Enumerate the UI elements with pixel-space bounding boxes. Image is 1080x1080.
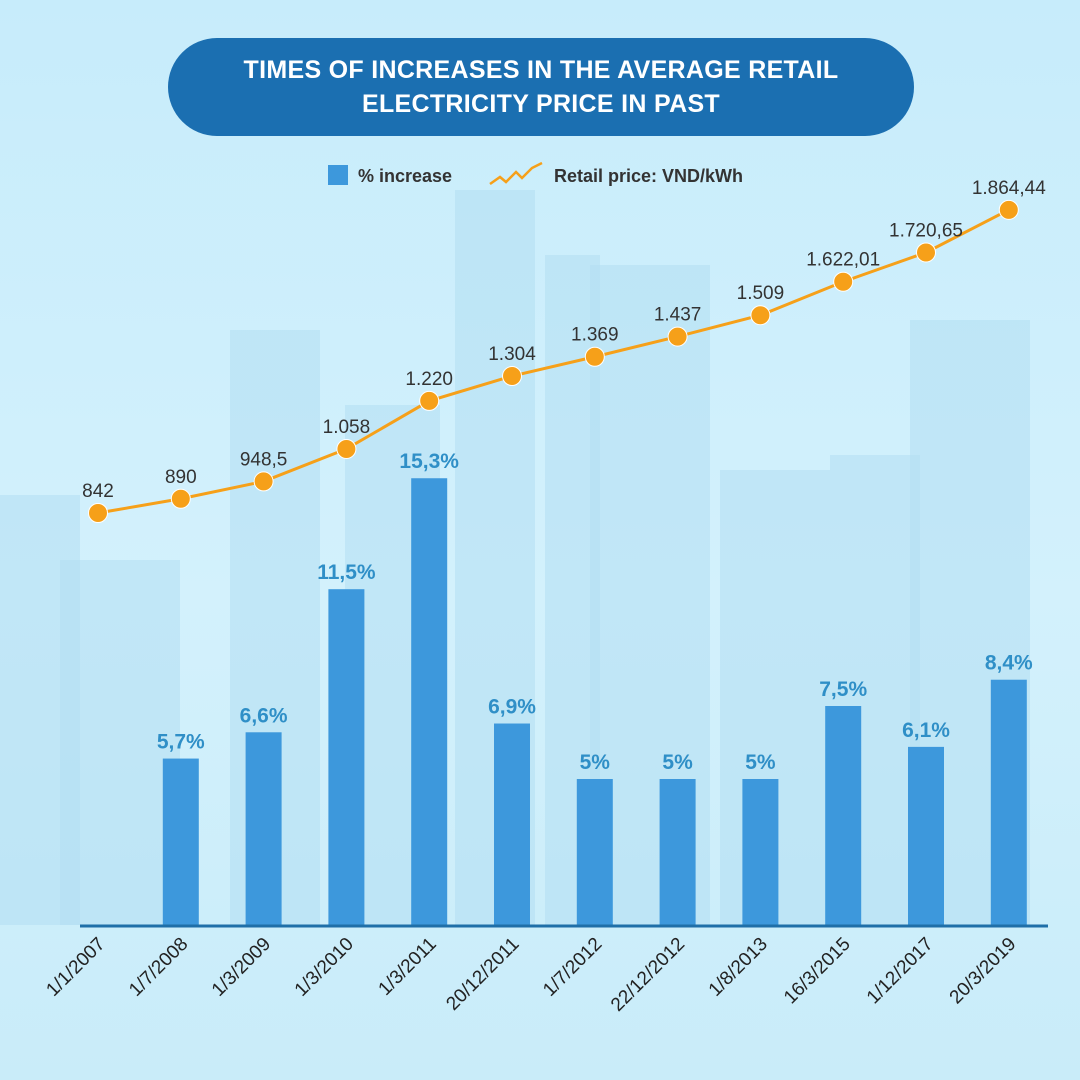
skyline-building xyxy=(60,560,180,925)
price-point xyxy=(667,326,688,347)
price-value-label: 1.720,65 xyxy=(889,220,963,241)
x-tick-label: 1/3/2010 xyxy=(291,934,358,1001)
bar-value-label: 6,9% xyxy=(488,696,536,719)
bar xyxy=(162,758,199,925)
price-value-label: 890 xyxy=(165,467,197,488)
bar xyxy=(411,478,448,925)
bar xyxy=(742,779,779,925)
bar-value-label: 7,5% xyxy=(819,678,867,701)
price-point xyxy=(419,390,440,411)
legend-line-swatch xyxy=(489,161,543,186)
bar xyxy=(659,779,696,925)
bar xyxy=(328,589,365,925)
price-point xyxy=(253,471,274,492)
price-point xyxy=(750,305,771,326)
legend: % increase Retail price: VND/kWh xyxy=(328,161,743,186)
x-tick-label: 1/1/2007 xyxy=(42,934,109,1001)
x-tick-label: 22/12/2012 xyxy=(607,934,689,1016)
bar-value-label: 8,4% xyxy=(985,652,1033,675)
x-tick-label: 16/3/2015 xyxy=(780,934,855,1009)
x-tick-label: 1/3/2011 xyxy=(375,934,441,1000)
price-value-label: 1.058 xyxy=(323,417,371,438)
price-value-label: 1.622,01 xyxy=(806,250,880,271)
price-value-label: 842 xyxy=(82,481,114,502)
bar xyxy=(494,723,530,925)
price-value-label: 1.864,44 xyxy=(972,178,1046,199)
bar xyxy=(908,746,944,925)
legend-line-label: Retail price: VND/kWh xyxy=(554,166,743,186)
price-value-label: 948,5 xyxy=(240,449,288,470)
x-tick-label: 1/7/2008 xyxy=(125,934,192,1001)
bar xyxy=(576,779,613,925)
x-tick-label: 1/8/2013 xyxy=(705,934,772,1001)
price-point xyxy=(584,346,605,367)
legend-bar-label: % increase xyxy=(358,166,452,186)
bar-value-label: 5% xyxy=(662,751,693,774)
bar-value-label: 15,3% xyxy=(399,450,459,473)
bar-value-label: 5% xyxy=(745,751,776,774)
bar-series: 5,7% 6,6% 11,5% 15,3% 6,9% 5% 5% 5% 7,5% 6,1% 8,4% xyxy=(157,450,1033,925)
price-value-label: 1.220 xyxy=(405,369,453,390)
line-series: 842 890 948,5 1.058 1.220 1.304 1.369 1.437 1.50… xyxy=(82,178,1046,523)
price-point xyxy=(336,438,357,459)
price-value-label: 1.509 xyxy=(737,283,785,304)
title-banner: TIMES OF INCREASES IN THE AVERAGE RETAIL… xyxy=(168,38,914,136)
x-tick-label: 20/3/2019 xyxy=(946,934,1021,1009)
bar-value-label: 6,6% xyxy=(240,704,288,727)
bar xyxy=(245,732,282,925)
x-tick-label: 1/7/2012 xyxy=(539,934,606,1001)
price-point xyxy=(916,242,936,263)
bar-value-label: 5% xyxy=(580,751,611,774)
bar xyxy=(990,679,1027,925)
price-point xyxy=(88,503,108,523)
x-tick-label: 1/12/2017 xyxy=(863,934,938,1009)
bar-value-label: 11,5% xyxy=(317,561,376,584)
price-point xyxy=(170,488,191,509)
price-line xyxy=(97,208,1010,515)
price-point xyxy=(833,271,854,292)
price-value-label: 1.369 xyxy=(571,325,619,346)
bar-value-label: 6,1% xyxy=(902,719,950,742)
chart-title: TIMES OF INCREASES IN THE AVERAGE RETAIL… xyxy=(243,56,839,118)
x-tick-label: 1/3/2009 xyxy=(208,934,275,1001)
price-value-label: 1.304 xyxy=(488,344,536,365)
price-point xyxy=(502,366,522,387)
bar xyxy=(825,706,862,925)
bar-value-label: 5,7% xyxy=(157,731,205,754)
price-value-label: 1.437 xyxy=(654,305,702,326)
x-tick-label: 20/12/2011 xyxy=(442,934,523,1015)
price-point xyxy=(998,199,1019,220)
legend-bar-swatch xyxy=(328,165,348,185)
x-tick-labels: 1/1/2007 1/7/2008 1/3/2009 1/3/2010 1/3/2011… xyxy=(42,934,1020,1016)
